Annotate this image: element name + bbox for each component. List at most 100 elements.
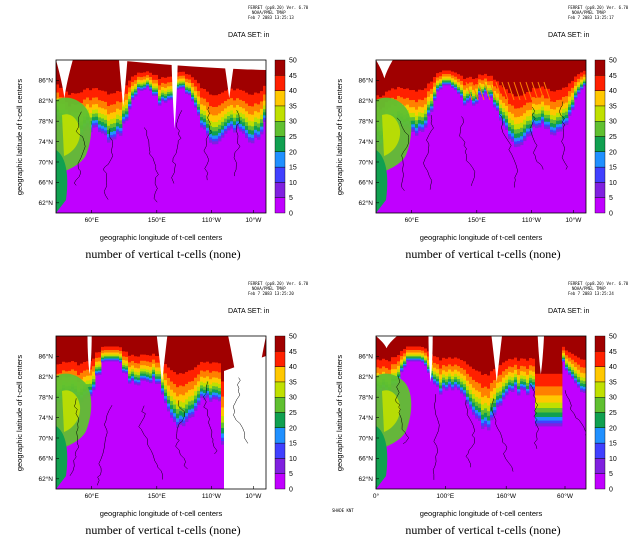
field-cell [191,336,195,371]
colorbar-tick-label: 10 [289,180,297,187]
field-cell [571,92,575,98]
field-cell [239,126,243,130]
field-cell [101,336,105,348]
field-cell [439,79,443,82]
field-cell [496,100,500,104]
field-cell [409,360,413,362]
field-cell [532,103,536,110]
field-cell [493,380,497,389]
field-cell [209,134,213,138]
field-cell [185,336,189,373]
field-cell [230,124,234,127]
field-cell [92,366,96,372]
field-cell [197,386,201,392]
field-cell [116,131,120,135]
x-tick-label: 110°W [202,216,222,224]
field-cell [164,93,168,97]
field-cell [188,85,192,89]
field-cell [179,373,183,386]
field-cell [514,133,518,139]
field-cell [499,60,503,86]
field-cell [215,336,219,363]
field-cell [490,90,494,93]
plot-frame [55,335,267,490]
field-cell [421,60,425,91]
field-cell [137,383,141,386]
field-cell [412,117,416,122]
field-cell [128,336,132,357]
y-tick-label: 74°N [38,414,53,422]
field-cell [167,60,171,78]
field-cell [577,74,581,80]
field-cell [541,60,545,87]
field-cell [415,120,419,125]
field-cell [242,125,246,130]
field-cell [179,60,183,73]
field-cell [418,106,422,113]
field-cell [158,380,162,383]
field-cell [514,60,518,97]
field-cell [155,88,159,91]
field-cell [553,91,557,103]
field-cell [568,372,572,374]
field-cell [577,364,581,371]
field-cell [553,119,557,125]
field-cell [571,359,575,365]
field-cell [451,86,455,88]
field-cell [194,377,198,386]
field-cell [116,346,120,351]
field-cell [529,115,533,121]
field-cell [502,96,506,104]
field-cell [146,374,150,378]
field-cell [230,98,234,106]
field-cell [475,415,479,419]
field-cell [233,117,237,122]
field-cell [149,375,153,379]
field-cell [445,384,449,388]
field-cell [505,374,509,380]
field-cell [547,402,551,409]
colorbar-tick-label: 35 [289,103,297,110]
field-cell [487,90,491,93]
field-cell [535,336,539,375]
field-cell [481,83,485,88]
field-cell [442,357,446,366]
field-cell [583,359,586,369]
field-cell [140,377,144,380]
field-cell [233,100,237,109]
field-cell [514,129,518,135]
field-cell [415,359,419,361]
field-cell [388,336,392,362]
field-cell [203,98,207,106]
y-tick-label: 70°N [38,158,53,166]
field-cell [188,87,192,91]
field-cell [134,86,138,90]
field-cell [107,336,111,347]
field-cell [257,136,261,140]
field-cell [146,71,150,76]
x-axis-label: geographic longitude of t-cell centers [100,233,223,242]
field-cell [583,77,586,80]
field-cell [451,60,455,72]
field-cell [218,94,222,106]
field-cell [577,385,581,388]
field-cell [92,117,96,121]
field-cell [544,386,548,396]
field-cell [508,366,512,373]
field-cell [436,364,440,370]
field-cell [179,406,183,412]
field-cell [454,60,458,73]
field-cell [215,122,219,128]
field-cell [116,350,120,353]
field-cell [236,117,240,122]
y-tick-label: 66°N [358,179,373,187]
field-cell [140,72,144,78]
field-cell [520,131,524,137]
field-cell [137,356,141,364]
colorbar-tick-label: 5 [609,471,613,478]
field-cell [424,113,428,118]
field-cell [254,111,258,118]
field-cell [505,115,509,120]
field-cell [254,117,258,123]
field-cell [194,367,198,379]
